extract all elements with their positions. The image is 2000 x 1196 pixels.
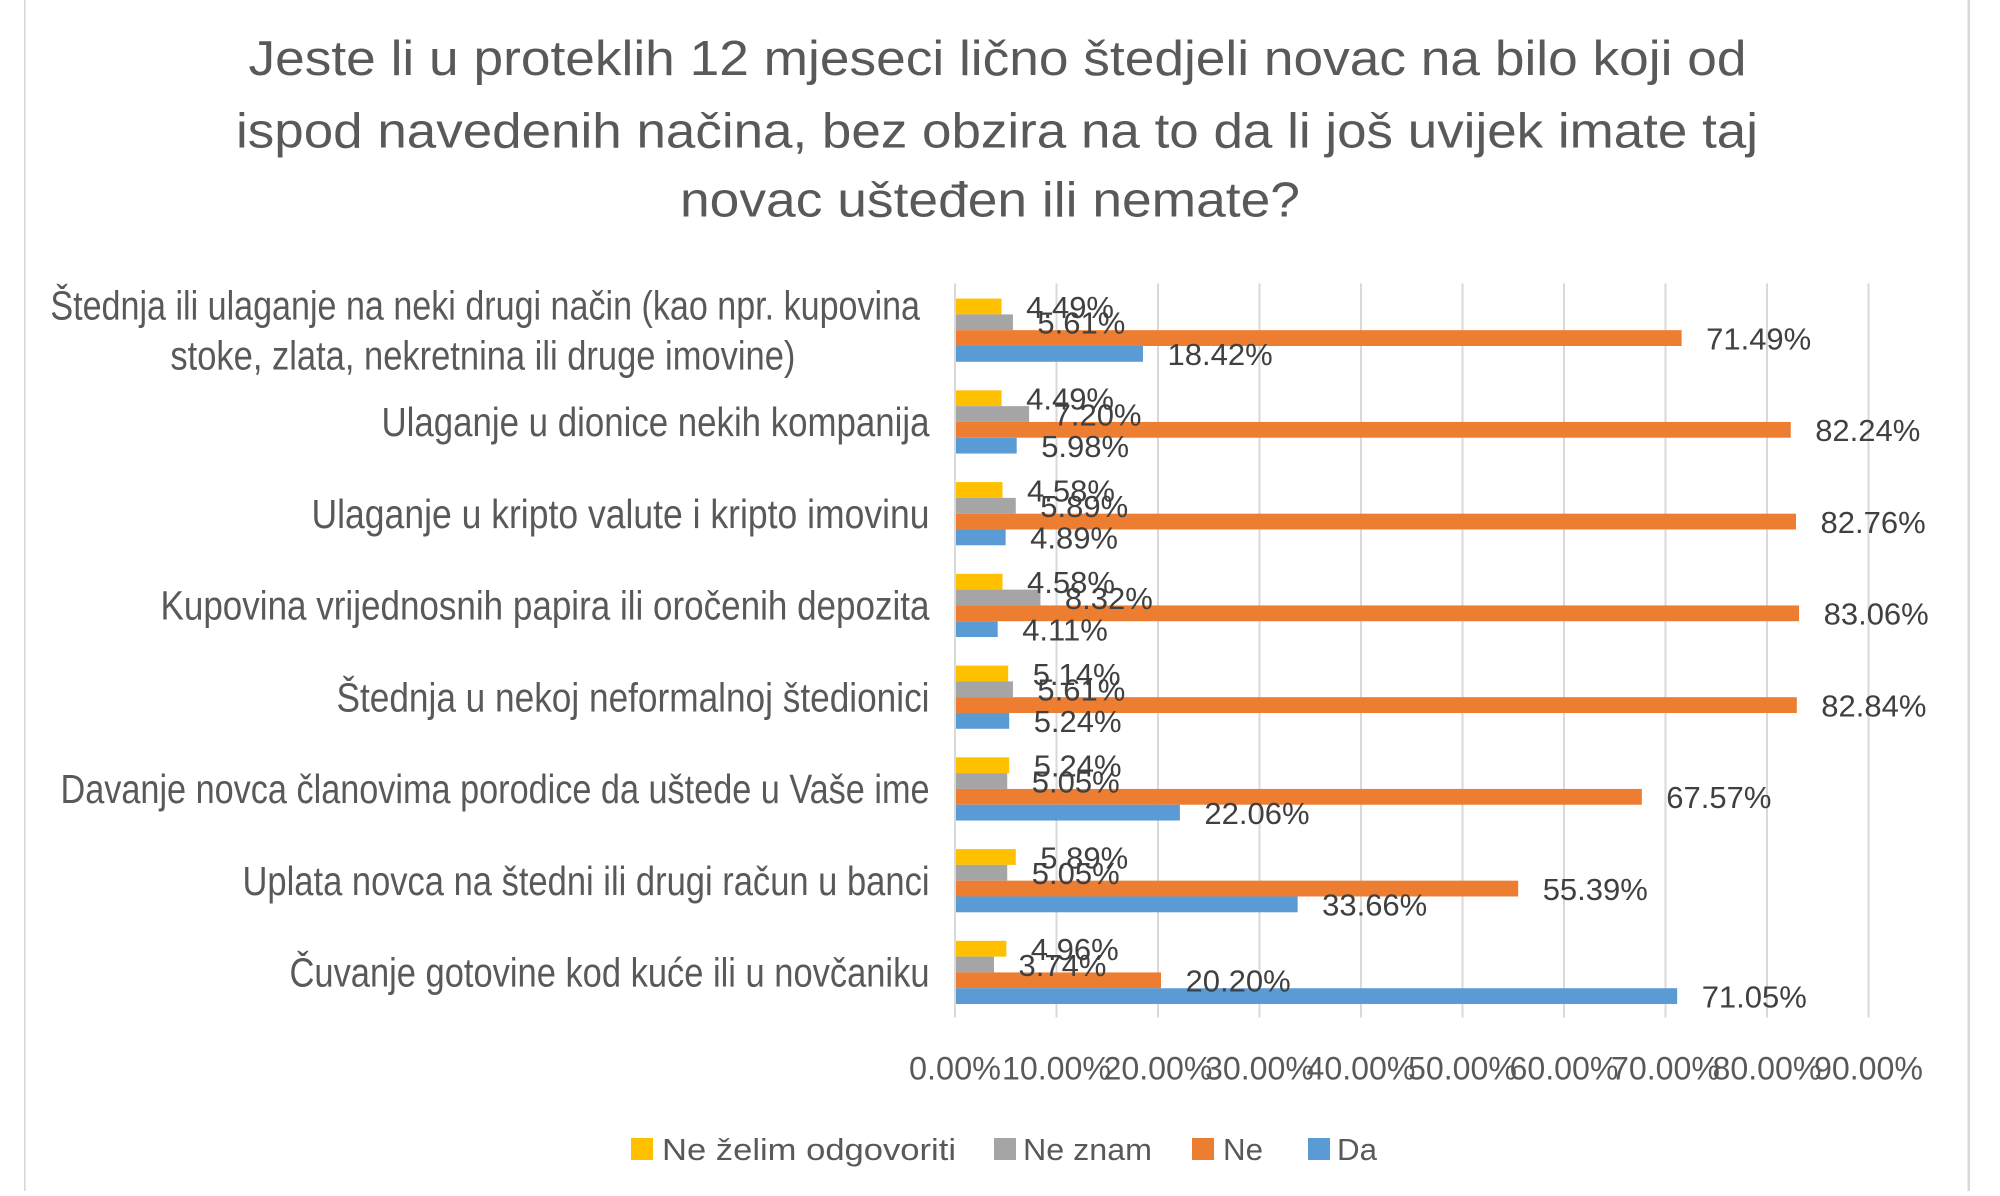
svg-text:5.89%: 5.89% [1040, 840, 1128, 875]
svg-text:40.00%: 40.00% [1307, 1051, 1416, 1087]
svg-text:82.84%: 82.84% [1821, 688, 1926, 723]
svg-text:5.24%: 5.24% [1034, 704, 1122, 739]
svg-text:Uplata novca na štedni ili dru: Uplata novca na štedni ili drugi račun u… [243, 858, 930, 904]
svg-text:82.76%: 82.76% [1821, 505, 1926, 540]
svg-text:Štednja u nekoj neformalnoj št: Štednja u nekoj neformalnoj štedionici [337, 674, 930, 720]
svg-text:4.58%: 4.58% [1027, 565, 1115, 600]
svg-text:5.05%: 5.05% [1032, 856, 1120, 891]
svg-text:55.39%: 55.39% [1543, 872, 1648, 907]
svg-text:4.11%: 4.11% [1022, 612, 1108, 647]
svg-text:5.61%: 5.61% [1037, 673, 1125, 708]
svg-text:90.00%: 90.00% [1814, 1051, 1923, 1087]
svg-text:33.66%: 33.66% [1322, 888, 1427, 923]
svg-text:7.20%: 7.20% [1054, 397, 1142, 432]
svg-text:Ulaganje u dionice nekih kompa: Ulaganje u dionice nekih kompanija [382, 399, 930, 445]
svg-text:20.00%: 20.00% [1104, 1051, 1213, 1087]
svg-text:5.61%: 5.61% [1037, 306, 1125, 341]
svg-text:83.06%: 83.06% [1824, 597, 1929, 632]
svg-text:71.49%: 71.49% [1706, 321, 1811, 356]
svg-text:18.42%: 18.42% [1168, 337, 1273, 372]
svg-text:5.05%: 5.05% [1032, 764, 1120, 799]
svg-text:4.49%: 4.49% [1026, 290, 1114, 325]
svg-text:8.32%: 8.32% [1065, 581, 1153, 616]
svg-text:71.05%: 71.05% [1702, 979, 1807, 1014]
svg-text:5.98%: 5.98% [1041, 429, 1129, 464]
svg-text:Štednja ili ulaganje na neki d: Štednja ili ulaganje na neki drugi način… [50, 283, 920, 329]
svg-text:stoke, zlata, nekretnina ili d: stoke, zlata, nekretnina ili druge imovi… [170, 333, 795, 379]
svg-text:Čuvanje gotovine kod kuće ili: Čuvanje gotovine kod kuće ili u novčanik… [290, 950, 930, 996]
svg-text:82.24%: 82.24% [1815, 413, 1920, 448]
svg-text:Ne: Ne [1223, 1132, 1263, 1167]
svg-text:Jeste li u proteklih 12 mjesec: Jeste li u proteklih 12 mjeseci lično št… [249, 32, 1747, 86]
svg-text:Ne znam: Ne znam [1023, 1132, 1152, 1167]
svg-text:Davanje novca članovima porodi: Davanje novca članovima porodice da ušte… [61, 766, 930, 812]
svg-text:60.00%: 60.00% [1510, 1051, 1619, 1087]
svg-text:Ulaganje u kripto valute i kri: Ulaganje u kripto valute i kripto imovin… [312, 491, 930, 537]
svg-text:3.74%: 3.74% [1019, 948, 1107, 983]
svg-text:20.20%: 20.20% [1186, 964, 1291, 999]
svg-text:4.89%: 4.89% [1030, 521, 1118, 556]
svg-text:5.89%: 5.89% [1040, 489, 1128, 524]
svg-text:novac ušteđen ili nemate?: novac ušteđen ili nemate? [680, 174, 1300, 228]
svg-text:5.24%: 5.24% [1034, 749, 1122, 784]
svg-text:4.58%: 4.58% [1027, 473, 1115, 508]
svg-text:4.49%: 4.49% [1026, 382, 1114, 417]
svg-text:10.00%: 10.00% [1002, 1051, 1111, 1087]
svg-text:50.00%: 50.00% [1408, 1051, 1517, 1087]
svg-text:22.06%: 22.06% [1204, 796, 1309, 831]
svg-text:0.00%: 0.00% [909, 1051, 1001, 1087]
svg-text:30.00%: 30.00% [1205, 1051, 1314, 1087]
svg-text:Kupovina vrijednosnih papira i: Kupovina vrijednosnih papira ili oročeni… [161, 583, 930, 629]
svg-text:67.57%: 67.57% [1666, 780, 1771, 815]
svg-text:80.00%: 80.00% [1713, 1051, 1822, 1087]
svg-text:5.14%: 5.14% [1033, 657, 1121, 692]
svg-text:ispod navedenih načina, bez ob: ispod navedenih načina, bez obzira na to… [236, 105, 1758, 159]
svg-text:Da: Da [1337, 1132, 1378, 1167]
svg-text:4.96%: 4.96% [1031, 932, 1119, 967]
svg-text:70.00%: 70.00% [1611, 1051, 1720, 1087]
svg-text:Ne želim odgovoriti: Ne želim odgovoriti [662, 1132, 956, 1167]
